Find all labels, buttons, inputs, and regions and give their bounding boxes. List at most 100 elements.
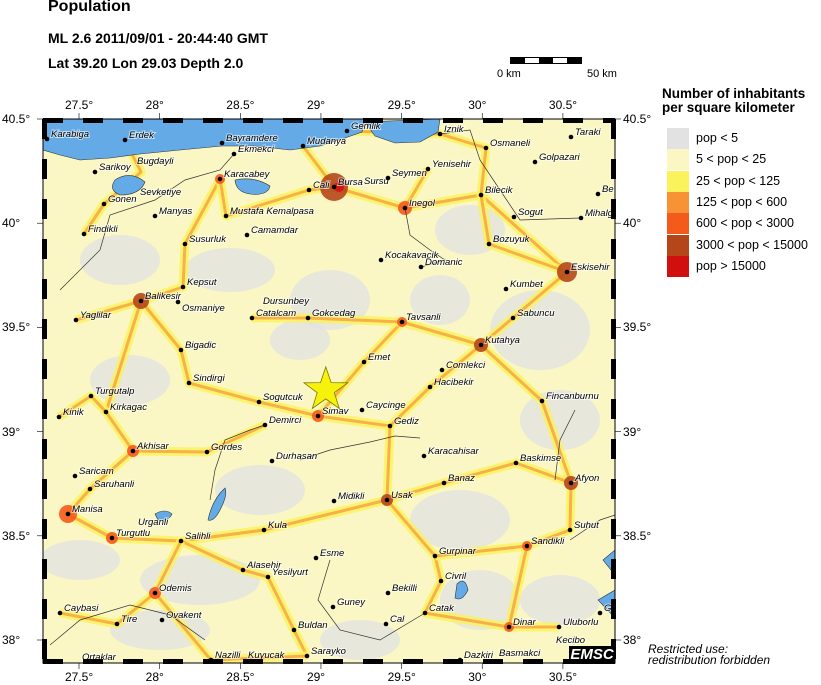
city-salihli: Salihli (178, 530, 212, 544)
city-sandikli: Sandikli (524, 535, 566, 549)
city-marker (81, 231, 87, 237)
city-label: Hacibekir (434, 377, 474, 388)
notice-line2: redistribution forbidden (648, 653, 771, 667)
city-kumbet: Kumbet (503, 278, 544, 292)
province-border (49, 604, 206, 646)
legend-item: 3000 < pop < 15000 (667, 234, 821, 256)
city-marker (425, 166, 431, 172)
city-banaz: Banaz (441, 472, 476, 486)
city-marker (186, 380, 192, 386)
city-bayramdere: Bayramdere (219, 132, 279, 146)
city-marker (478, 192, 484, 198)
city-label: Domanic (425, 257, 463, 268)
city-label: Kutahya (485, 335, 520, 346)
city-marker (384, 497, 390, 503)
map-frame (37, 113, 621, 669)
city-marker (568, 480, 574, 486)
legend-label: 600 < pop < 3000 (696, 216, 795, 231)
city-label: Cal (390, 614, 405, 625)
city-label: Banaz (448, 473, 475, 484)
city-marker (306, 187, 312, 193)
city-label: Sarikoy (99, 162, 132, 173)
lon-tick-bottom: 29° (306, 670, 326, 684)
city-marker (478, 342, 484, 348)
city-seymen: Seymen (385, 167, 428, 181)
lat-tick-left: 39.5° (2, 320, 31, 335)
city-label: Osmaniye (182, 303, 225, 314)
city-midikli: Midikli (331, 490, 366, 504)
city-marker (567, 527, 573, 533)
city-marker (578, 215, 584, 221)
lon-tick-top: 27.5° (65, 98, 94, 112)
city-label: Kecibo (556, 635, 585, 646)
city-label: Kuyucak (248, 650, 286, 661)
city-label: Dazkiri (464, 650, 494, 661)
city-label: Osmaneli (490, 138, 531, 149)
city-marker (291, 627, 297, 633)
city-domanic: Domanic (418, 256, 464, 270)
city-marker (101, 201, 107, 207)
usage-notice: Restricted use: redistribution forbidden (648, 643, 771, 667)
scale-start-label: 0 km (497, 68, 521, 80)
lat-tick-right: 38.5° (623, 528, 652, 543)
city-mihalg: Mihalg (578, 207, 615, 221)
lat-tick-right: 40° (623, 216, 642, 231)
city-label: Ekmekci (238, 144, 275, 155)
city-marker (122, 137, 128, 143)
city-marker (219, 140, 225, 146)
legend-item: pop > 15000 (667, 255, 821, 277)
lon-tick-top: 28.5° (226, 98, 255, 112)
city-marker (313, 555, 319, 561)
city-label: Bursa (338, 177, 363, 188)
legend-title-line2: per square kilometer (662, 100, 795, 115)
city-label: Esme (320, 548, 344, 559)
city-marker (244, 232, 250, 238)
city-kecibo: Kecibo (555, 634, 586, 647)
low-density-area (270, 320, 330, 360)
water-body (597, 589, 615, 619)
city-marker (262, 422, 268, 428)
event-info: ML 2.6 2011/09/01 - 20:44:40 GMT (48, 30, 268, 46)
road-corridor (385, 499, 559, 629)
city-label: Basmakci (499, 648, 541, 659)
city-marker (438, 578, 444, 584)
city-label: Catalcam (256, 308, 296, 319)
city-yaglilar: Yaglilar (73, 309, 113, 323)
city-marker (595, 191, 601, 197)
water-body (43, 119, 366, 161)
city-label: Nazilli (215, 650, 241, 661)
city-label: Mudanya (307, 136, 346, 147)
city-label: Saruhanli (94, 479, 135, 490)
lon-tick-top: 29.5° (387, 98, 416, 112)
lon-tick-top: 30° (468, 98, 487, 112)
lat-tick-left: 38° (2, 633, 21, 647)
city-label: Comlekci (446, 360, 486, 371)
city-marker (510, 315, 516, 321)
city-kuyucak: Kuyucak (247, 649, 287, 662)
city-marker (152, 590, 158, 596)
scale-bar (510, 57, 582, 64)
city-erdek: Erdek (122, 129, 156, 143)
city-label: Ovakent (166, 610, 202, 621)
city-odemis: Odemis (152, 582, 193, 596)
city-sarikoy: Sarikoy (92, 161, 133, 175)
city-gemlik: Gemlik (344, 120, 383, 134)
city-label: Tire (121, 614, 137, 625)
city-caybasi: Caybasi (57, 602, 100, 616)
city-marker (439, 367, 445, 373)
city-akhisar: Akhisar (130, 440, 171, 454)
city-marker (159, 617, 165, 623)
city-marker (399, 319, 405, 325)
city-sogutcuk: Sogutcuk (256, 391, 305, 405)
city-karacahisar: Karacahisar (421, 445, 481, 459)
province-border (59, 153, 235, 291)
city-bursa: Bursa (331, 176, 364, 190)
scale-end-label: 50 km (587, 68, 617, 80)
water-body (112, 175, 146, 196)
low-density-area (410, 490, 510, 550)
city-buldan: Buldan (291, 619, 329, 633)
lon-tick-top: 30.5° (548, 98, 578, 112)
city-label: Gediz (394, 416, 419, 427)
city-label: Bilecik (485, 185, 514, 196)
city-marker (402, 205, 408, 211)
